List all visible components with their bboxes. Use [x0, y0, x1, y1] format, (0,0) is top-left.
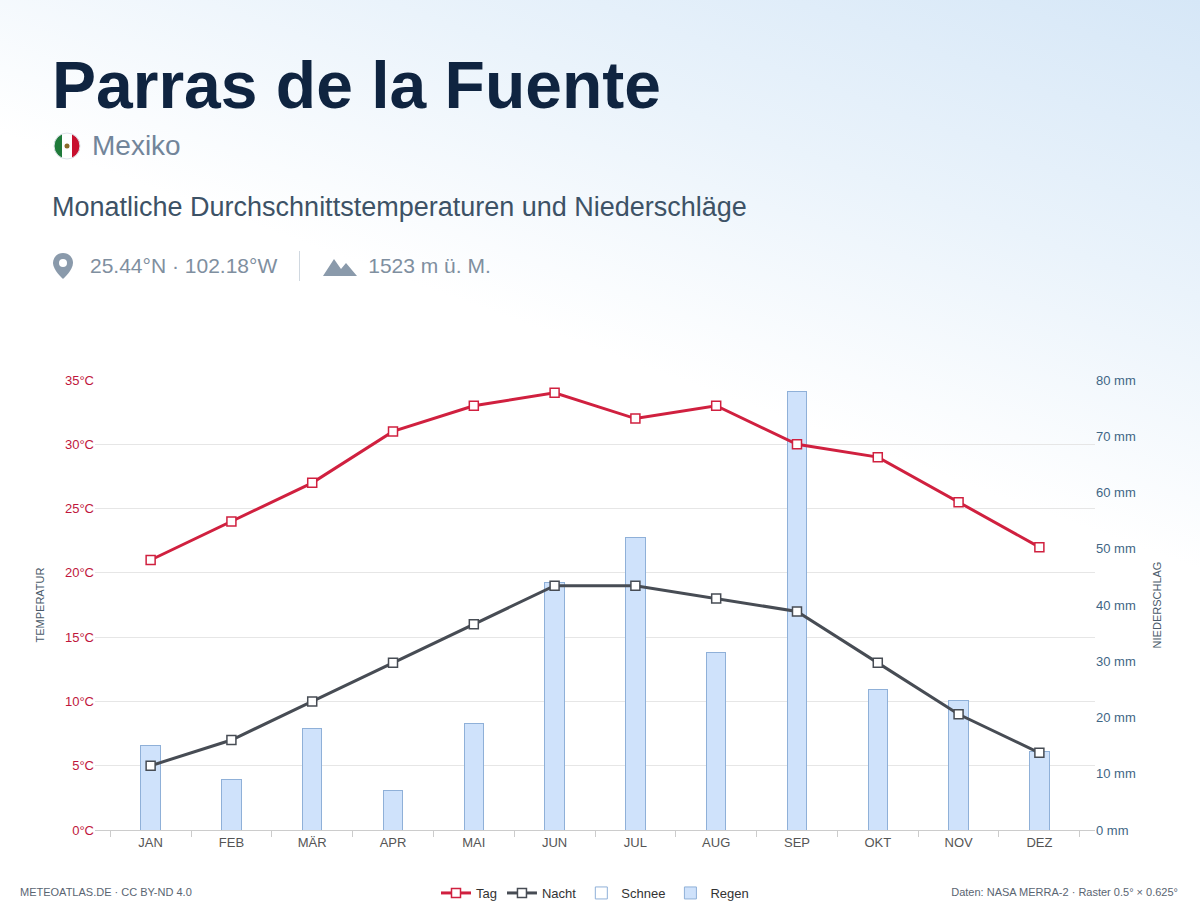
- html-text:Monatliche Durchschnittstemper: Monatliche Durchschnittstemperaturen und…: [52, 192, 747, 222]
- svg-text:40 mm: 40 mm: [1096, 598, 1136, 613]
- svg-text:Nacht: Nacht: [542, 886, 576, 901]
- svg-text:Schnee: Schnee: [621, 886, 665, 901]
- svg-text:10 mm: 10 mm: [1096, 766, 1136, 781]
- svg-text:80 mm: 80 mm: [1096, 373, 1136, 388]
- svg-text:0°C: 0°C: [72, 823, 94, 838]
- svg-text:APR: APR: [380, 835, 407, 850]
- svg-text:Tag: Tag: [476, 886, 497, 901]
- html-text:Daten: NASA MERRA-2 · Raster 0: Daten: NASA MERRA-2 · Raster 0.5° × 0.62…: [951, 886, 1178, 898]
- svg-text:MAI: MAI: [462, 835, 485, 850]
- svg-text:35°C: 35°C: [65, 373, 94, 388]
- svg-text:NOV: NOV: [944, 835, 973, 850]
- svg-text:JUN: JUN: [542, 835, 567, 850]
- svg-text:OKT: OKT: [864, 835, 891, 850]
- svg-text:SEP: SEP: [784, 835, 810, 850]
- svg-text:DEZ: DEZ: [1026, 835, 1052, 850]
- html-text:METEOATLAS.DE · CC BY-ND 4.0: METEOATLAS.DE · CC BY-ND 4.0: [20, 886, 192, 898]
- svg-text:TEMPERATUR: TEMPERATUR: [34, 567, 46, 642]
- svg-text:50 mm: 50 mm: [1096, 541, 1136, 556]
- svg-text:NIEDERSCHLAG: NIEDERSCHLAG: [1151, 562, 1163, 649]
- svg-text:5°C: 5°C: [72, 758, 94, 773]
- html-text:1523 m ü. M.: 1523 m ü. M.: [368, 254, 491, 277]
- svg-text:30 mm: 30 mm: [1096, 654, 1136, 669]
- svg-text:25°C: 25°C: [65, 501, 94, 516]
- svg-text:AUG: AUG: [702, 835, 730, 850]
- svg-text:JUL: JUL: [624, 835, 647, 850]
- svg-text:MÄR: MÄR: [298, 835, 327, 850]
- svg-text:Regen: Regen: [710, 886, 748, 901]
- svg-text:10°C: 10°C: [65, 694, 94, 709]
- svg-text:20 mm: 20 mm: [1096, 710, 1136, 725]
- html-text:Mexiko: Mexiko: [92, 130, 181, 161]
- html-text:Parras de la Fuente: Parras de la Fuente: [52, 48, 661, 122]
- svg-text:0 mm: 0 mm: [1096, 823, 1129, 838]
- svg-text:30°C: 30°C: [65, 437, 94, 452]
- svg-text:15°C: 15°C: [65, 630, 94, 645]
- svg-text:20°C: 20°C: [65, 565, 94, 580]
- svg-text:70 mm: 70 mm: [1096, 429, 1136, 444]
- html-text:25.44°N · 102.18°W: 25.44°N · 102.18°W: [90, 254, 278, 277]
- svg-text:JAN: JAN: [138, 835, 163, 850]
- svg-text:60 mm: 60 mm: [1096, 485, 1136, 500]
- svg-text:FEB: FEB: [219, 835, 244, 850]
